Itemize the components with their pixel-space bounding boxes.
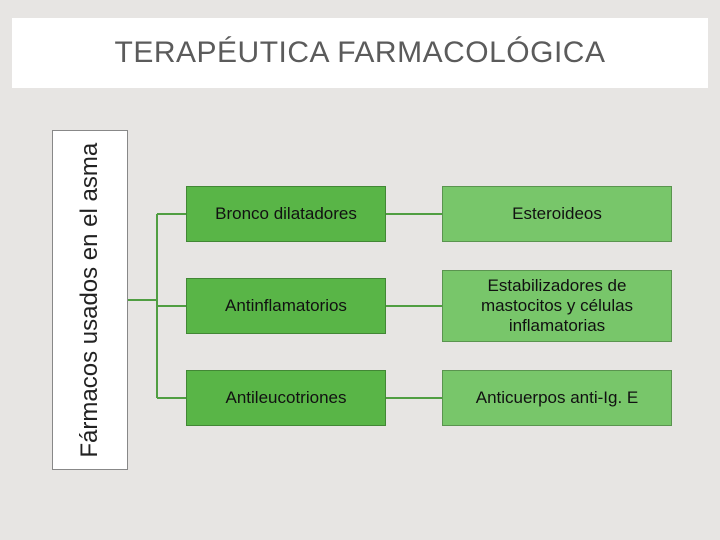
node-bronco: Bronco dilatadores [186, 186, 386, 242]
root-label: Fármacos usados en el asma [77, 143, 103, 458]
node-antinflamatorios: Antinflamatorios [186, 278, 386, 334]
page-title: TERAPÉUTICA FARMACOLÓGICA [115, 36, 606, 70]
node-esteroideos: Esteroideos [442, 186, 672, 242]
root-node: Fármacos usados en el asma [52, 130, 128, 470]
node-anticuerpos: Anticuerpos anti-Ig. E [442, 370, 672, 426]
node-estabilizadores: Estabilizadores de mastocitos y células … [442, 270, 672, 342]
node-antileucotriones: Antileucotriones [186, 370, 386, 426]
title-band: TERAPÉUTICA FARMACOLÓGICA [12, 18, 708, 88]
